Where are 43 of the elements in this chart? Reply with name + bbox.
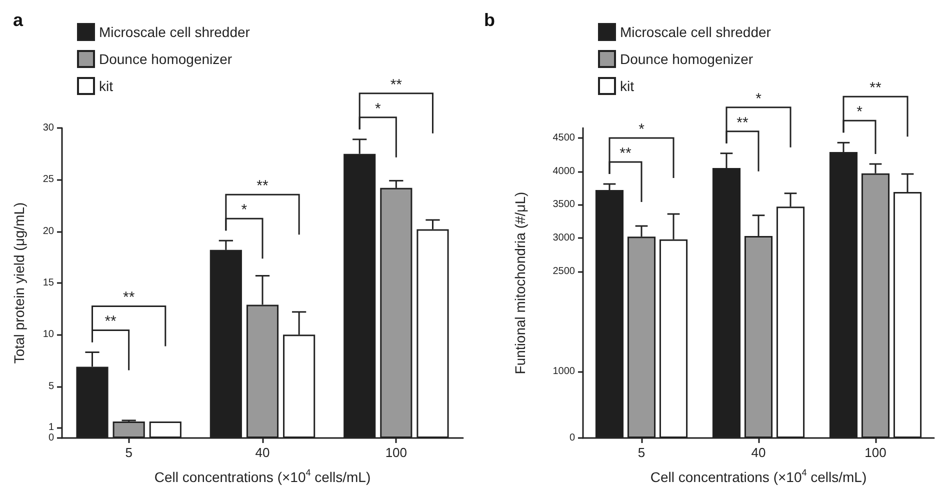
x-tick-label: 5 xyxy=(638,445,646,460)
text: * xyxy=(856,104,863,121)
y-tick-label: 3000 xyxy=(552,232,576,244)
text: ** xyxy=(870,80,882,97)
text: * xyxy=(374,100,381,118)
text: * xyxy=(756,90,762,108)
legend-label: Dounce homogenizer xyxy=(620,51,754,67)
y-tick-label: 25 xyxy=(42,174,54,186)
x-tick-label: 40 xyxy=(255,445,270,460)
legend-label: kit xyxy=(99,78,114,94)
legend-label: Microscale cell shredder xyxy=(620,24,772,40)
x-tick-label: 100 xyxy=(385,445,408,460)
y-tick-label: 4500 xyxy=(552,132,576,144)
annotation: ** xyxy=(620,145,632,162)
y-tick-label: 4000 xyxy=(552,166,576,177)
x-tick-label: 40 xyxy=(751,445,766,460)
y-tick-label: 0 xyxy=(48,432,54,444)
y-tick-label: 10 xyxy=(42,329,54,340)
legend-label: kit xyxy=(620,78,634,94)
y-tick-label: 20 xyxy=(42,226,54,237)
chart-title: b xyxy=(484,10,495,30)
annotation: ** xyxy=(104,313,117,330)
y-tick-label: 5 xyxy=(48,380,54,392)
annotation: * xyxy=(241,202,248,219)
y-axis-title: Funtional mitochondria (#/μL) xyxy=(512,192,528,374)
y-tick-label: 15 xyxy=(42,278,54,288)
y-tick-label: 1 xyxy=(48,422,54,434)
text: ** xyxy=(390,76,402,94)
annotation: * xyxy=(638,121,645,138)
legend-label: Dounce homogenizer xyxy=(99,51,232,67)
y-tick-label: 3500 xyxy=(552,199,576,210)
annotation: ** xyxy=(122,289,135,306)
annotation: ** xyxy=(256,178,268,195)
annotation: ** xyxy=(736,114,748,132)
y-tick-label: 1000 xyxy=(552,366,576,377)
y-axis-title: Total protein yield (μg/mL) xyxy=(11,202,27,364)
y-tick-label: 30 xyxy=(42,122,54,134)
y-tick-label: 0 xyxy=(569,432,576,444)
legend-label: Microscale cell shredder xyxy=(99,24,250,40)
chart-title: a xyxy=(13,10,24,30)
x-tick-label: 5 xyxy=(125,445,132,460)
x-tick-label: 100 xyxy=(864,445,886,460)
y-tick-label: 2500 xyxy=(552,266,576,277)
